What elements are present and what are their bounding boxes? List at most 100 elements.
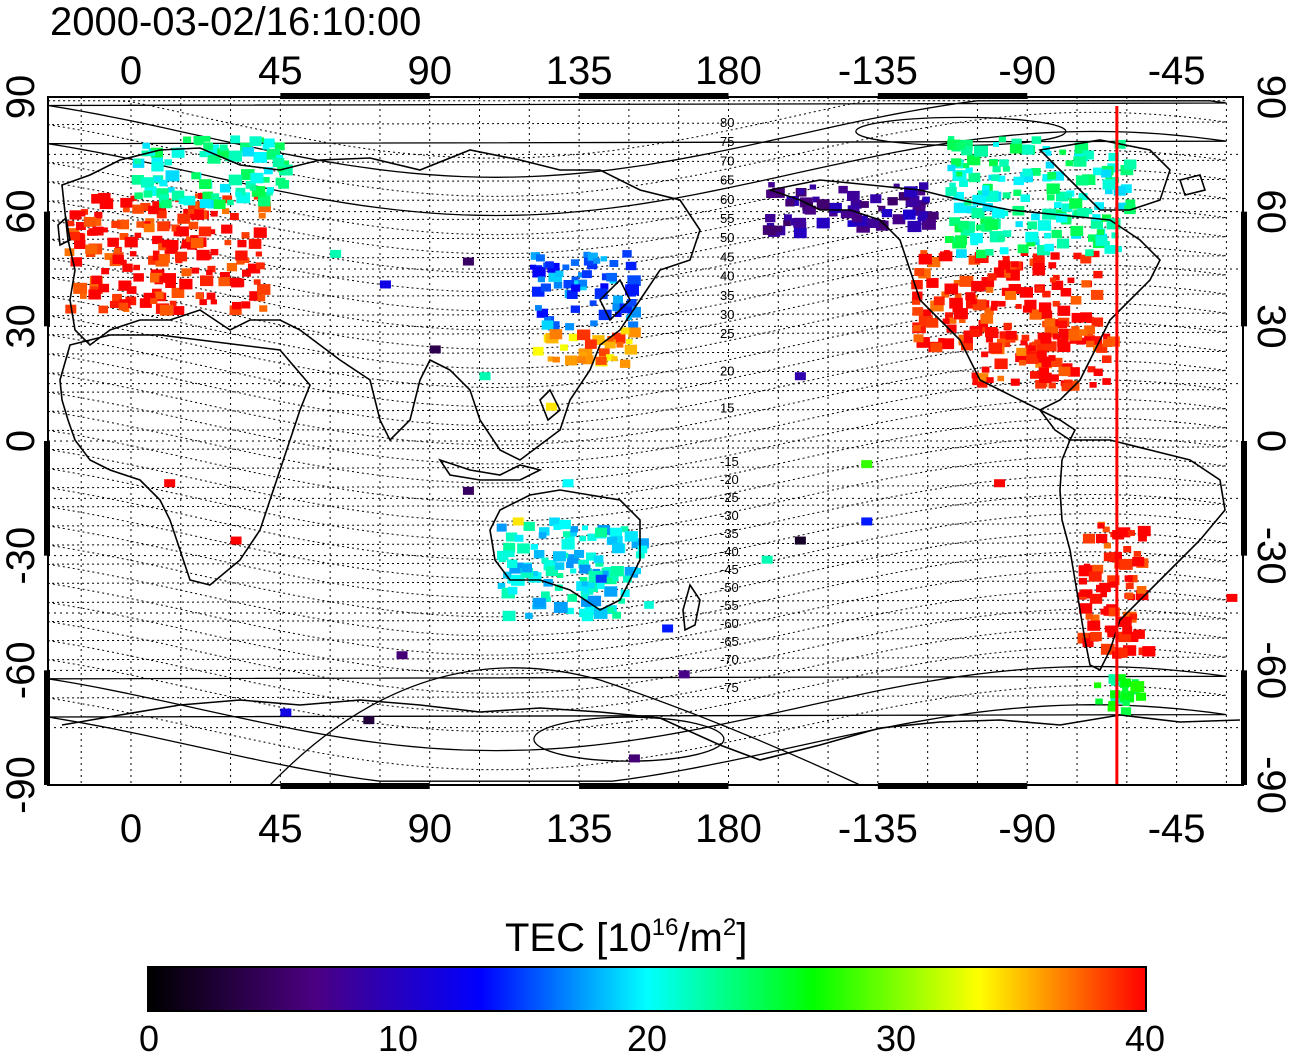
tec-cell	[809, 184, 817, 190]
tec-cell	[253, 279, 261, 285]
tec-cell	[1025, 231, 1039, 243]
tec-cell	[1048, 382, 1056, 389]
x-tick-top: 135	[546, 49, 613, 93]
tec-cell	[875, 220, 889, 231]
tec-cell	[278, 180, 290, 189]
contour-label: -20	[720, 472, 739, 487]
contour-label: 65	[720, 173, 734, 188]
tec-cell	[1026, 353, 1039, 364]
tec-cell	[1107, 575, 1120, 586]
tec-cell	[562, 479, 574, 488]
tec-cell	[156, 188, 169, 198]
tec-cell	[1068, 329, 1083, 341]
tec-cell	[152, 235, 163, 245]
tec-cell	[1016, 347, 1027, 356]
tec-cell	[967, 154, 981, 166]
tec-cell	[1120, 165, 1134, 176]
tec-cell	[154, 176, 161, 182]
tec-cell	[622, 250, 632, 258]
tec-cell	[1125, 631, 1139, 642]
tec-cell	[181, 268, 192, 277]
tec-cell	[999, 331, 1009, 339]
tec-cell	[784, 214, 792, 221]
tec-cell	[171, 224, 181, 232]
tec-cell	[612, 576, 619, 582]
x-tick-top: 180	[695, 49, 762, 93]
tec-cell	[1226, 593, 1238, 602]
tec-cell	[982, 190, 989, 196]
tec-cell	[1058, 366, 1071, 377]
tec-cell	[595, 574, 607, 583]
tec-cell	[159, 275, 168, 283]
tec-cell	[1042, 290, 1051, 298]
tec-cell	[959, 317, 966, 323]
tec-cell	[577, 356, 586, 364]
tec-cell	[1056, 238, 1070, 249]
tec-cell	[785, 199, 795, 207]
tec-cell	[1117, 202, 1126, 210]
tec-cell	[1107, 336, 1120, 347]
tec-cell	[241, 232, 250, 239]
tec-cell	[628, 327, 641, 338]
tec-cell	[379, 280, 391, 289]
tec-cell	[913, 325, 921, 332]
tec-cell	[1085, 208, 1093, 215]
tec-cell	[881, 209, 893, 218]
x-tick-top: 90	[407, 49, 452, 93]
y-tick-left: 30	[0, 304, 43, 349]
tec-cell	[571, 276, 579, 282]
tec-cell	[985, 286, 994, 293]
tec-cell	[1119, 558, 1133, 570]
colorbar-label-exp2: 2	[722, 914, 737, 941]
tec-cell	[1108, 701, 1118, 709]
tec-cell	[1044, 318, 1056, 328]
tec-cell	[1100, 608, 1108, 615]
tec-cell	[861, 460, 873, 469]
tec-cell	[985, 249, 994, 256]
tec-cell	[134, 232, 142, 238]
tec-cell	[198, 226, 212, 237]
tec-cell	[1079, 329, 1088, 336]
tec-cell	[1006, 269, 1020, 281]
tec-cell	[258, 212, 266, 219]
tec-cell	[1107, 628, 1119, 638]
tec-cell	[911, 280, 923, 290]
tec-cell	[148, 205, 159, 215]
tec-cell	[829, 209, 838, 217]
tec-cell	[505, 532, 518, 542]
tec-cell	[587, 533, 597, 541]
tec-cell	[226, 263, 238, 272]
tec-cell	[998, 136, 1006, 143]
tec-cell	[1113, 185, 1126, 196]
tec-cell	[258, 202, 271, 213]
y-tick-left: -60	[0, 641, 43, 699]
tec-cell	[1127, 530, 1135, 536]
tec-cell	[1048, 355, 1056, 361]
tec-cell	[181, 243, 188, 249]
tec-cell	[553, 551, 566, 562]
contour-label: -50	[720, 580, 739, 595]
tec-cell	[1078, 577, 1088, 585]
tec-cell	[1013, 189, 1022, 196]
tec-cell	[520, 568, 534, 578]
tec-cell	[1061, 203, 1073, 212]
tec-cell	[624, 566, 639, 578]
tec-cell	[188, 208, 195, 214]
tec-cell	[626, 299, 637, 307]
tec-cell	[861, 517, 873, 526]
tec-cell	[250, 172, 264, 184]
tec-cell	[927, 211, 939, 220]
tec-cell	[1093, 167, 1103, 176]
contour-label: 80	[720, 115, 734, 130]
axis-bar-right	[1241, 211, 1247, 327]
tec-cell	[989, 342, 1001, 352]
tec-cell	[249, 185, 257, 191]
tec-cell	[940, 251, 953, 262]
tec-cell	[987, 273, 997, 281]
axis-bar-left	[44, 670, 50, 785]
tec-cell	[1015, 221, 1023, 228]
tec-cell	[535, 305, 542, 311]
tec-cell	[867, 218, 880, 228]
tec-cell	[829, 202, 842, 213]
coastlines	[57, 139, 1241, 761]
